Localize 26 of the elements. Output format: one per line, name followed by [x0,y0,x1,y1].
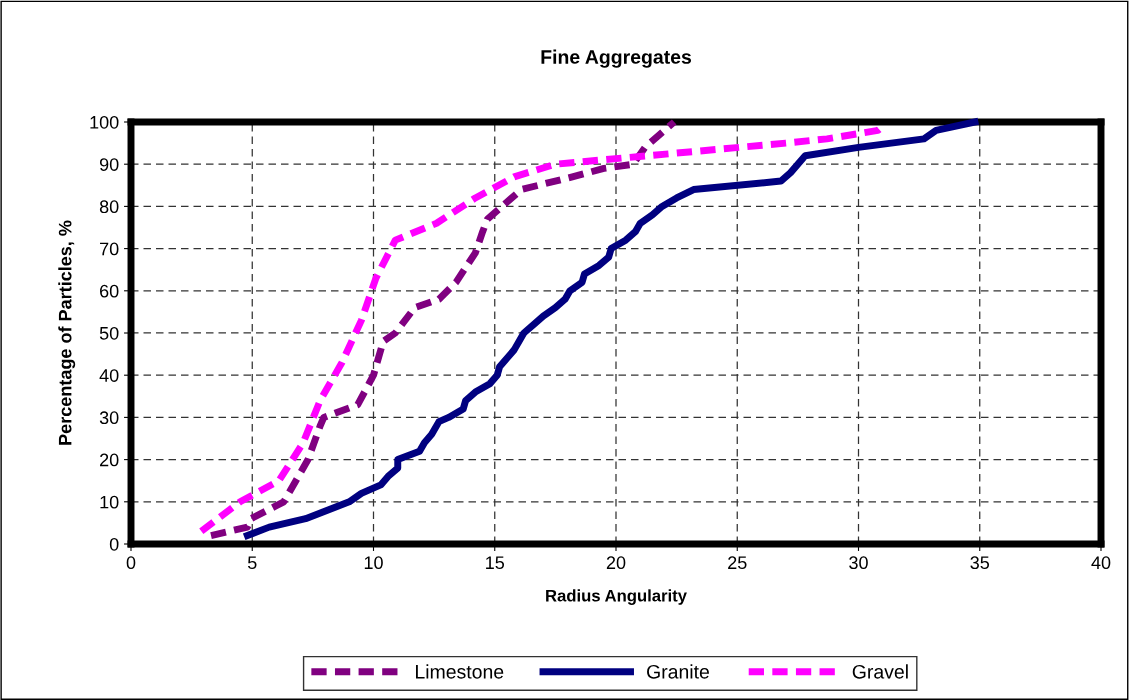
x-tick-label: 20 [606,556,626,570]
y-tick-label: 100 [90,115,119,129]
y-tick-label: 20 [100,453,119,467]
x-tick-label: 15 [486,556,505,570]
y-tick-label: 90 [99,158,119,171]
x-axis-title: Radius Angularity [546,589,687,605]
x-tick-label: 5 [247,556,257,570]
x-tick-label: 35 [970,556,990,570]
legend-label: Granite [647,664,709,679]
y-tick-label: 70 [100,242,119,256]
chart-title: Fine Aggregates [541,49,692,68]
legend-label: Limestone [416,664,504,679]
x-tick-label: 10 [364,556,383,570]
y-tick-label: 60 [100,284,119,298]
y-tick-label: 80 [99,200,119,214]
y-tick-label: 50 [99,326,119,340]
y-tick-label: 30 [99,411,119,425]
x-tick-label: 25 [728,556,747,570]
y-tick-label: 40 [99,369,119,382]
y-axis-title: Percentage of Particles, % [58,220,76,445]
y-tick-label: 0 [109,537,119,551]
y-tick-label: 10 [100,495,119,509]
x-tick-label: 40 [1091,556,1111,570]
legend-label: Gravel [852,664,908,679]
x-tick-label: 0 [126,556,136,570]
x-tick-label: 30 [849,556,868,570]
